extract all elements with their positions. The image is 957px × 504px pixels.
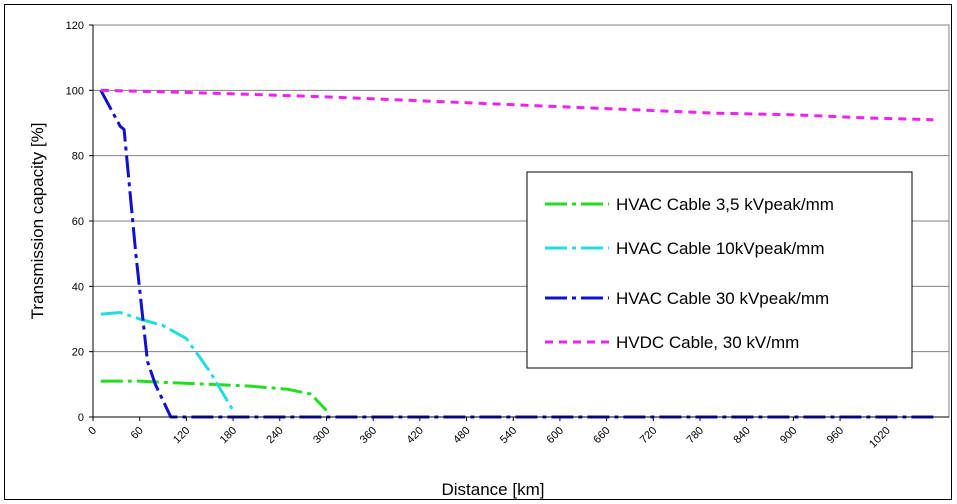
y-tick-label: 60 bbox=[72, 216, 84, 228]
x-tick-label: 180 bbox=[218, 425, 239, 446]
legend-label-2: HVAC Cable 10kVpeak/mm bbox=[616, 239, 825, 258]
y-tick-label: 0 bbox=[78, 412, 84, 424]
x-tick-label: 300 bbox=[311, 425, 332, 446]
series-line-2 bbox=[100, 311, 235, 412]
x-tick-label: 240 bbox=[264, 425, 285, 446]
x-tick-label: 960 bbox=[825, 425, 846, 446]
x-tick-label: 540 bbox=[498, 425, 519, 446]
x-tick-label: 420 bbox=[404, 425, 425, 446]
series-line-1 bbox=[100, 379, 328, 412]
x-tick-label: 1020 bbox=[867, 425, 893, 451]
y-tick-label: 120 bbox=[66, 20, 84, 32]
chart-frame: 0 20 40 60 80 100 120 0 60 120 180 240 300 360 420 480… bbox=[4, 4, 952, 500]
x-axis-title: Distance [km] bbox=[442, 480, 545, 499]
y-tick-label: 80 bbox=[72, 151, 84, 163]
x-tick-label: 840 bbox=[731, 425, 752, 446]
x-tick-label: 0 bbox=[86, 425, 99, 438]
x-tick-label: 360 bbox=[358, 425, 379, 446]
legend-label-1: HVAC Cable 3,5 kVpeak/mm bbox=[616, 195, 834, 214]
y-tick-label: 20 bbox=[72, 347, 84, 359]
legend-label-4: HVDC Cable, 30 kV/mm bbox=[616, 333, 799, 352]
x-tick-label: 60 bbox=[129, 425, 146, 442]
x-tick-label: 480 bbox=[451, 425, 472, 446]
series-line-4 bbox=[100, 88, 934, 122]
y-tick-label: 40 bbox=[72, 281, 84, 293]
y-tick-labels: 0 20 40 60 80 100 120 bbox=[66, 20, 93, 424]
x-tick-labels: 0 60 120 180 240 300 360 420 480 540 600 660 720 780 8… bbox=[86, 417, 893, 450]
legend: HVAC Cable 3,5 kVpeak/mm HVAC Cable 10kVp… bbox=[526, 171, 913, 369]
line-chart: 0 20 40 60 80 100 120 0 60 120 180 240 300 360 420 480… bbox=[28, 20, 950, 499]
x-tick-label: 780 bbox=[685, 425, 706, 446]
x-tick-label: 120 bbox=[171, 425, 192, 446]
x-tick-label: 600 bbox=[545, 425, 566, 446]
x-tick-label: 900 bbox=[778, 425, 799, 446]
x-tick-label: 660 bbox=[591, 425, 612, 446]
x-tick-label: 720 bbox=[638, 425, 659, 446]
legend-label-3: HVAC Cable 30 kVpeak/mm bbox=[616, 289, 829, 308]
y-axis-title: Transmission capacity [%] bbox=[28, 123, 47, 320]
y-tick-label: 100 bbox=[66, 85, 84, 97]
